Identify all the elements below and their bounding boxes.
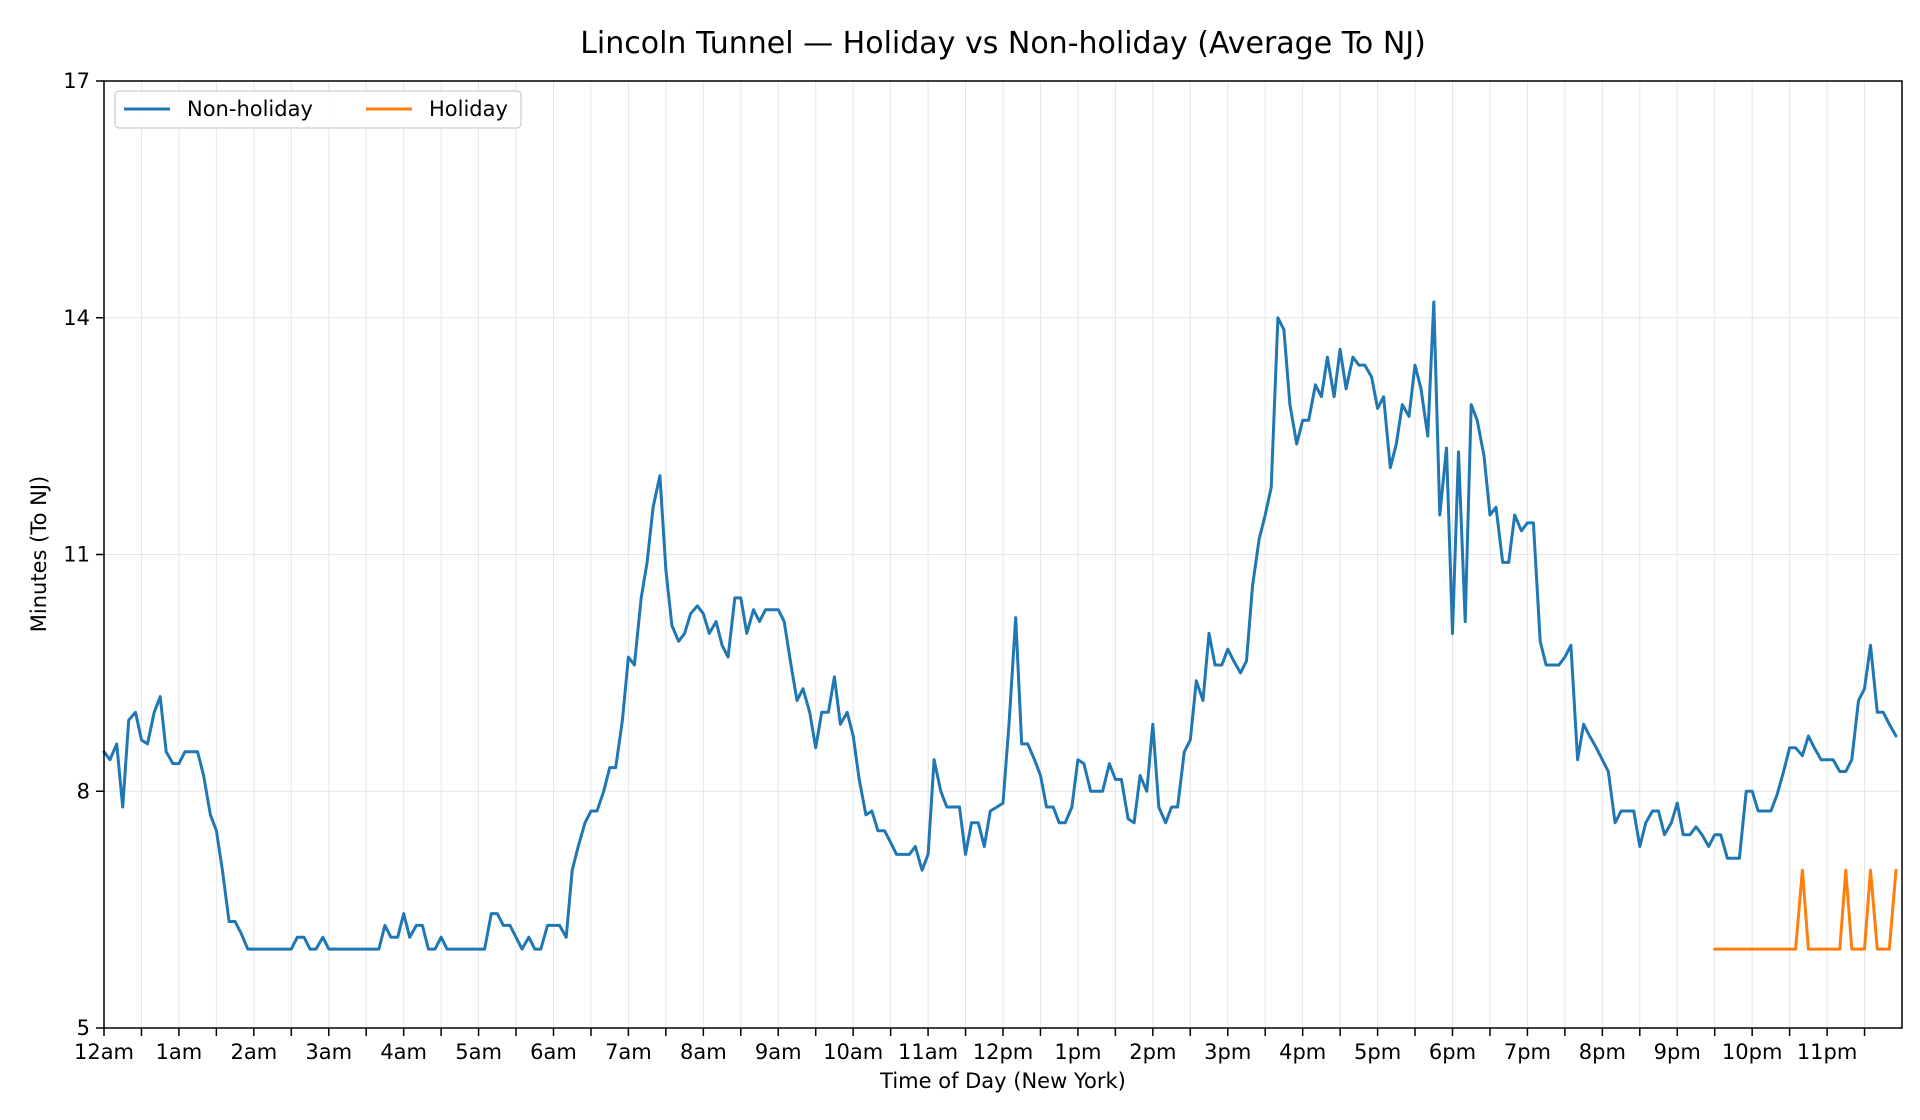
series-layer — [102, 300, 1898, 951]
x-tick-label: 11am — [898, 1040, 958, 1064]
x-tick-label: 9pm — [1654, 1040, 1701, 1064]
legend-box — [114, 90, 522, 129]
x-tick-label: 3pm — [1204, 1040, 1251, 1064]
x-tick-label: 4am — [380, 1040, 427, 1064]
y-tick-label: 14 — [63, 306, 90, 330]
y-tick-label: 17 — [63, 69, 90, 93]
x-tick-label: 9am — [755, 1040, 802, 1064]
x-tick-label: 2pm — [1129, 1040, 1176, 1064]
x-tick-label: 3am — [305, 1040, 352, 1064]
y-tick-label: 5 — [77, 1016, 90, 1040]
y-axis-label: Minutes (To NJ) — [27, 476, 51, 632]
y-tick-label: 11 — [63, 543, 90, 567]
legend-label-non-holiday: Non-holiday — [187, 97, 313, 121]
x-tick-label: 1am — [156, 1040, 203, 1064]
x-tick-label: 2am — [230, 1040, 277, 1064]
x-tick-label: 10am — [823, 1040, 883, 1064]
x-tick-label: 1pm — [1054, 1040, 1101, 1064]
x-tick-label: 5pm — [1354, 1040, 1401, 1064]
y-tick-label: 8 — [77, 779, 90, 803]
series-line-non-holiday — [102, 300, 1898, 951]
x-tick-label: 12pm — [973, 1040, 1034, 1064]
x-tick-label: 5am — [455, 1040, 502, 1064]
x-tick-label: 7am — [605, 1040, 652, 1064]
x-tick-label: 11pm — [1797, 1040, 1858, 1064]
legend-label-holiday: Holiday — [429, 97, 508, 121]
x-tick-label: 6pm — [1429, 1040, 1476, 1064]
x-tick-label: 6am — [530, 1040, 577, 1064]
x-tick-label: 10pm — [1722, 1040, 1783, 1064]
x-tick-label: 7pm — [1504, 1040, 1551, 1064]
x-tick-label: 8am — [680, 1040, 727, 1064]
series-line-holiday — [1713, 868, 1898, 951]
grid-layer — [103, 80, 1902, 1029]
chart-title: Lincoln Tunnel — Holiday vs Non-holiday … — [580, 26, 1426, 61]
tick-layer: 12am 1am 2am 3am 4am 5am 6am 7am 8am 9am 10am 11am 1… — [63, 69, 1866, 1064]
x-tick-label: 8pm — [1579, 1040, 1626, 1064]
legend: Non-holiday Holiday — [114, 90, 522, 129]
x-tick-label: 12am — [74, 1040, 134, 1064]
x-axis-label: Time of Day (New York) — [879, 1069, 1126, 1093]
x-tick-label: 4pm — [1279, 1040, 1326, 1064]
